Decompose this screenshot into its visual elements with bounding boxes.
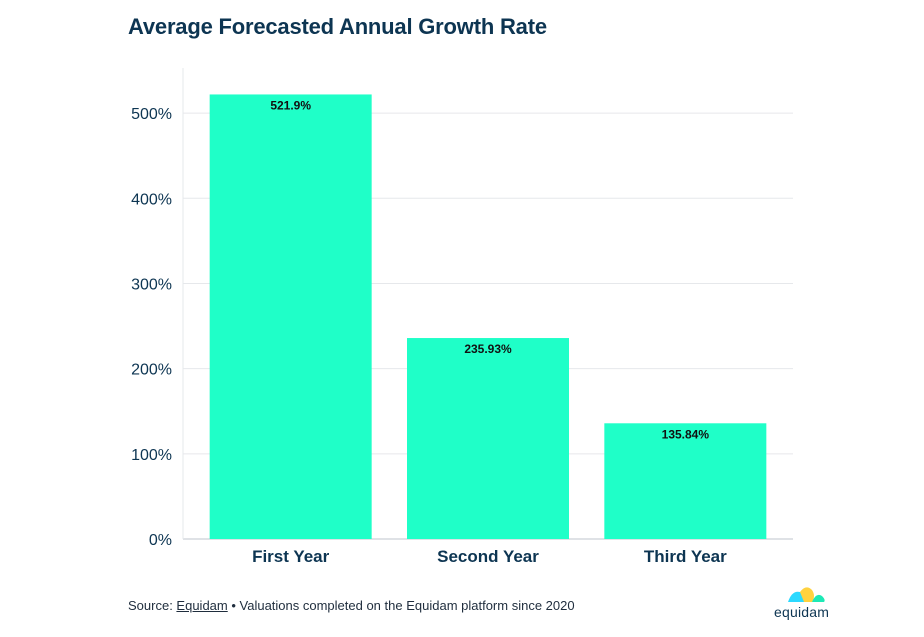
y-tick-label: 0% [149,532,172,549]
y-tick-label: 400% [131,191,172,208]
source-link[interactable]: Equidam [176,598,228,613]
logo-mark-icon [788,587,825,602]
bar-data-label: 235.93% [464,342,512,356]
bar [407,338,569,539]
bar-chart: 0% 100% 200% 300% 400% 500% 521.9% First Year 23… [131,68,793,566]
bar [604,423,767,539]
y-tick-label: 500% [131,106,172,123]
source-suffix: • Valuations completed on the Equidam pl… [227,598,575,613]
y-tick-label: 100% [131,447,172,464]
source-footer: Source: Equidam • Valuations completed o… [128,598,575,613]
equidam-logo: equidam [774,584,834,624]
x-category-label: Second Year [437,547,539,566]
source-prefix: Source: [128,598,177,613]
bar-data-label: 521.9% [270,98,311,112]
y-tick-label: 200% [131,362,172,379]
bar [209,94,372,539]
y-tick-label: 300% [131,276,172,293]
x-category-label: Third Year [644,547,727,566]
bar-data-label: 135.84% [662,427,710,441]
x-category-label: First Year [252,547,330,566]
chart-title: Average Forecasted Annual Growth Rate [128,14,547,39]
logo-wordmark: equidam [774,604,830,620]
